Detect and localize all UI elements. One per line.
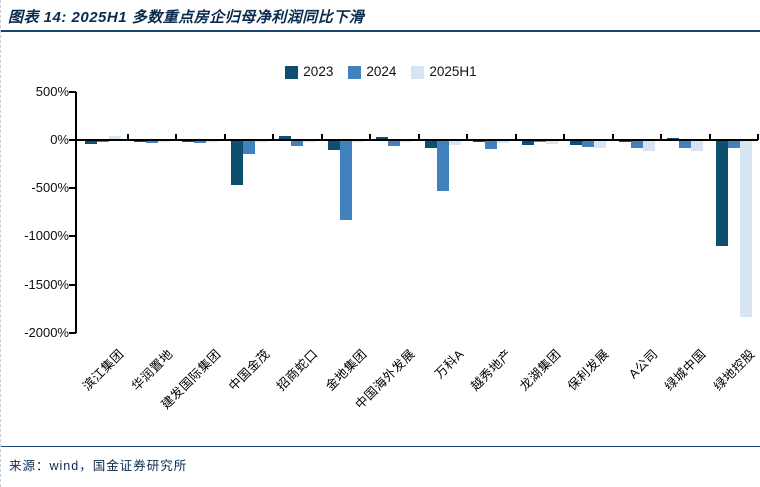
bar: [739, 140, 752, 318]
bar: [570, 140, 583, 146]
bar: [242, 140, 255, 154]
footer-divider: [1, 446, 760, 447]
bar: [436, 140, 449, 192]
x-axis-category-label: 招商蛇口: [274, 346, 322, 394]
bar: [182, 140, 195, 142]
x-axis-tick: [660, 134, 662, 140]
x-axis-tick: [757, 134, 759, 140]
x-axis-category-label: 中国金茂: [225, 346, 273, 394]
legend-item-2023: 2023: [285, 65, 333, 79]
bar: [582, 140, 595, 147]
bar: [630, 140, 643, 148]
bar: [157, 140, 170, 142]
y-axis-tick: [69, 235, 76, 238]
y-axis-tick: [69, 139, 76, 141]
bar: [497, 140, 510, 144]
figure-title: 图表 14: 2025H1 多数重点房企归母净利润同比下滑: [8, 9, 365, 26]
bar: [594, 140, 607, 148]
bar: [376, 136, 389, 140]
bar: [351, 140, 364, 142]
bar: [485, 140, 498, 149]
x-axis-category-label: 万科A: [431, 346, 467, 382]
y-axis-tick-label: -1500%: [24, 276, 69, 292]
bar: [327, 140, 340, 150]
x-axis-category-label: 绿城中国: [662, 346, 710, 394]
x-axis-tick: [563, 134, 565, 140]
x-axis-category-label: 保利发展: [565, 346, 613, 394]
bar: [279, 135, 292, 140]
bar: [521, 140, 534, 146]
x-axis-zero-line: [75, 139, 758, 141]
legend-label: 2025H1: [429, 64, 477, 80]
legend-swatch-icon: [411, 65, 425, 79]
y-axis-tick-label: -2000%: [24, 324, 69, 340]
x-axis-tick: [320, 134, 323, 140]
bar: [194, 140, 207, 144]
bar: [533, 140, 546, 142]
x-axis-tick: [126, 134, 129, 140]
x-axis-tick: [369, 134, 371, 140]
bar: [85, 140, 98, 144]
y-axis-tick: [69, 187, 76, 190]
y-axis-tick: [69, 90, 76, 93]
title-divider: [1, 30, 760, 32]
bar: [727, 140, 740, 149]
bar: [388, 140, 401, 147]
bar: [303, 140, 316, 142]
bar: [691, 140, 704, 151]
x-axis-tick: [514, 134, 517, 140]
bar: [206, 140, 219, 142]
legend-swatch-icon: [348, 65, 362, 79]
y-axis-line: [75, 91, 77, 333]
legend-item-2024: 2024: [348, 65, 396, 79]
x-axis-category-label: 绿地控股: [710, 346, 758, 394]
bar: [400, 140, 413, 143]
bar: [133, 140, 146, 142]
bar: [339, 140, 352, 220]
x-axis-tick: [175, 134, 177, 140]
x-axis-tick: [272, 134, 274, 140]
bar: [448, 140, 461, 145]
legend-label: 2024: [366, 64, 397, 80]
x-axis-category-label: 龙湖集团: [516, 346, 564, 394]
y-axis-tick: [69, 283, 76, 286]
x-axis-category-label: A公司: [625, 346, 661, 382]
x-axis-category-label: 滨江集团: [80, 346, 128, 394]
bar: [618, 140, 631, 142]
legend-swatch-icon: [285, 65, 299, 79]
bar: [642, 140, 655, 151]
bar: [291, 140, 304, 147]
x-axis-tick: [417, 134, 420, 140]
source-note: 来源：wind，国金证券研究所: [9, 459, 188, 473]
x-axis-category-label: 越秀地产: [468, 346, 516, 394]
x-axis-tick: [708, 134, 711, 140]
bar: [145, 140, 158, 143]
bar: [545, 140, 558, 144]
bar: [254, 140, 267, 142]
bar: [230, 140, 243, 186]
y-axis-tick-label: -500%: [31, 180, 69, 196]
bar: [424, 140, 437, 149]
y-axis-tick: [69, 331, 76, 334]
y-axis-tick-label: -1000%: [24, 228, 69, 244]
chart-legend: 2023 2024 2025H1: [1, 62, 760, 82]
bar: [109, 135, 122, 140]
x-axis-tick: [466, 134, 468, 140]
legend-item-2025H1: 2025H1: [411, 64, 477, 80]
x-axis-tick: [611, 134, 614, 140]
bar: [97, 140, 110, 142]
legend-label: 2023: [303, 64, 334, 80]
bar: [473, 140, 486, 142]
bar: [715, 140, 728, 246]
bar: [679, 140, 692, 148]
y-axis-tick-label: 0%: [50, 132, 69, 147]
x-axis-tick: [223, 134, 226, 140]
y-axis-tick-label: 500%: [35, 83, 69, 99]
